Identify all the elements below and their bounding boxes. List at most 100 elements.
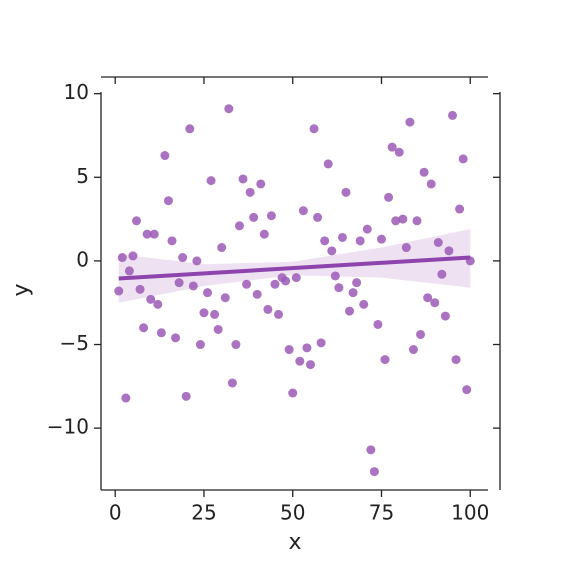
point — [419, 167, 429, 177]
point — [210, 309, 220, 319]
point — [362, 224, 372, 234]
point — [270, 279, 280, 289]
y-tick-label: −10 — [47, 415, 89, 439]
point — [252, 289, 262, 299]
point — [430, 298, 440, 308]
point — [213, 324, 223, 334]
point — [281, 276, 291, 286]
point — [394, 147, 404, 157]
x-tick-label: 75 — [369, 501, 394, 525]
point — [408, 345, 418, 355]
point — [178, 253, 188, 263]
point — [462, 385, 472, 395]
point — [142, 229, 152, 239]
point — [345, 306, 355, 316]
confidence-band — [118, 229, 471, 303]
regression-line — [118, 255, 471, 281]
point — [256, 179, 266, 189]
point — [337, 232, 347, 242]
point — [384, 192, 394, 202]
point — [185, 124, 195, 134]
point — [284, 345, 294, 355]
point — [376, 234, 386, 244]
point — [259, 229, 269, 239]
point — [348, 288, 358, 298]
point — [327, 246, 337, 256]
point — [405, 117, 415, 127]
point — [291, 273, 301, 283]
y-tick-label: 10 — [64, 80, 89, 104]
point — [188, 281, 198, 291]
point — [288, 388, 298, 398]
point — [313, 212, 323, 222]
point — [401, 243, 411, 253]
point — [398, 214, 408, 224]
point — [426, 179, 436, 189]
point — [447, 110, 457, 120]
point — [391, 216, 401, 226]
point — [234, 221, 244, 231]
point — [149, 229, 159, 239]
x-tick-label: 25 — [191, 501, 216, 525]
point — [181, 391, 191, 401]
point — [263, 304, 273, 314]
point — [440, 311, 450, 321]
point — [320, 236, 330, 246]
point — [174, 278, 184, 288]
point — [458, 154, 468, 164]
point — [249, 212, 259, 222]
point — [366, 445, 376, 455]
point — [206, 176, 216, 186]
point — [352, 278, 362, 288]
point — [203, 288, 213, 298]
point — [117, 253, 127, 263]
point — [330, 271, 340, 281]
point — [163, 196, 173, 206]
point — [135, 284, 145, 294]
point — [455, 204, 465, 214]
point — [139, 323, 149, 333]
point — [451, 355, 461, 365]
point — [160, 151, 170, 161]
point — [220, 293, 230, 303]
point — [245, 187, 255, 197]
point — [266, 211, 276, 221]
point — [309, 124, 319, 134]
point — [199, 308, 209, 318]
point — [387, 142, 397, 152]
point — [295, 356, 305, 366]
point — [195, 340, 205, 350]
point — [121, 393, 131, 403]
point — [238, 174, 248, 184]
point — [146, 294, 156, 304]
point — [416, 329, 426, 339]
point — [242, 279, 252, 289]
point — [298, 206, 308, 216]
point — [316, 338, 326, 348]
point — [444, 246, 454, 256]
point — [302, 343, 312, 353]
point — [359, 299, 369, 309]
point — [334, 283, 344, 293]
point — [355, 236, 365, 246]
point — [156, 328, 166, 338]
point — [323, 159, 333, 169]
point — [217, 243, 227, 253]
point — [171, 333, 181, 343]
y-tick-label: 0 — [76, 247, 89, 271]
point — [305, 360, 315, 370]
point — [227, 378, 237, 388]
point — [132, 216, 142, 226]
x-tick-label: 50 — [280, 501, 305, 525]
point — [128, 251, 138, 261]
point — [153, 299, 163, 309]
point — [437, 269, 447, 279]
x-tick-label: 100 — [451, 501, 489, 525]
y-tick-label: 5 — [76, 164, 89, 188]
point — [167, 236, 177, 246]
point — [114, 286, 124, 296]
point — [433, 238, 443, 248]
y-tick-label: −5 — [60, 331, 89, 355]
point — [369, 467, 379, 477]
point — [341, 187, 351, 197]
